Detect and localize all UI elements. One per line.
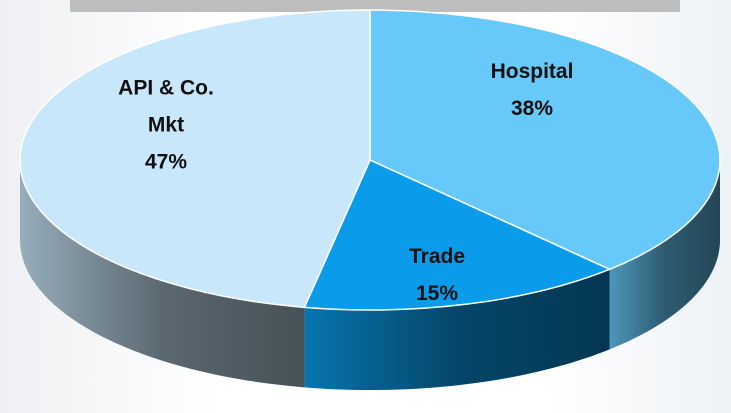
slice-label: Hospital 38% xyxy=(467,53,597,127)
value-label: 47% xyxy=(144,150,188,174)
value-label: 15% xyxy=(415,282,459,305)
category-label: API & Co. Mkt xyxy=(118,76,214,137)
slice-side-shade xyxy=(20,160,305,388)
slice-side-shade xyxy=(609,160,720,350)
slice-label: Trade 15% xyxy=(382,238,492,312)
value-label: 38% xyxy=(510,97,554,120)
header-bar xyxy=(70,0,680,12)
slice xyxy=(303,159,612,311)
slice xyxy=(369,9,721,271)
slice xyxy=(19,9,371,309)
slice-side-shade xyxy=(304,269,610,390)
category-label: Trade xyxy=(408,245,466,268)
category-label: Hospital xyxy=(490,60,574,83)
slice-label: API & Co. Mkt 47% xyxy=(111,70,221,181)
